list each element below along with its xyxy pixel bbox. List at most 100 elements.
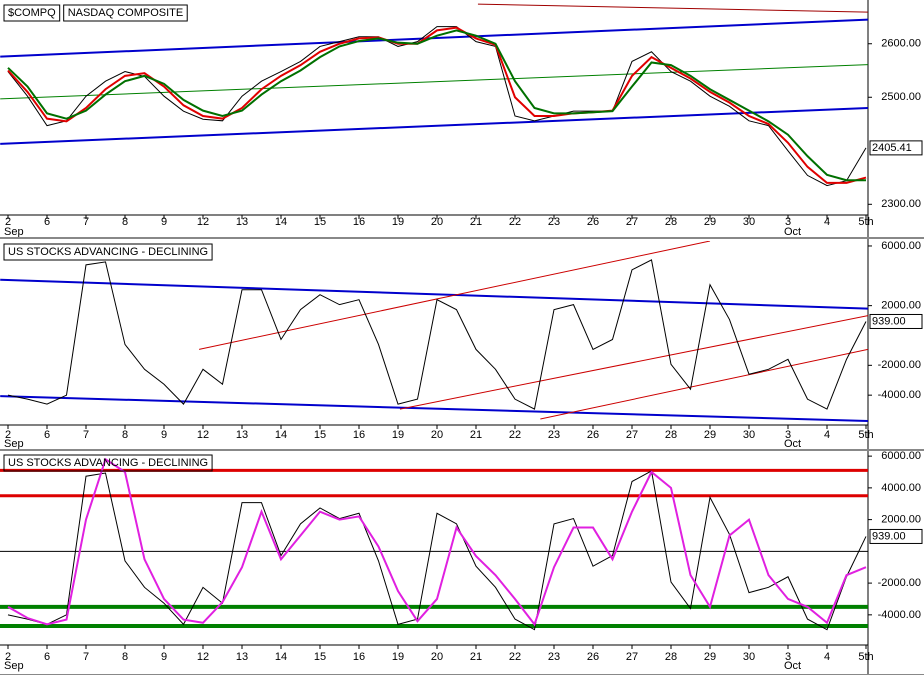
x-tick-label: 3 bbox=[785, 429, 791, 441]
x-tick-label: 7 bbox=[83, 651, 89, 663]
x-tick-label: 12 bbox=[197, 216, 209, 228]
x-tick-label: 26 bbox=[587, 216, 599, 228]
y-tick-label: 2500.00 bbox=[881, 91, 921, 103]
x-tick-label: 4 bbox=[824, 216, 830, 228]
y-tick-label: 2000.00 bbox=[881, 300, 921, 312]
x-tick-label: 8 bbox=[122, 429, 128, 441]
x-tick-label: 6 bbox=[44, 216, 50, 228]
x-tick-label: 19 bbox=[392, 651, 404, 663]
x-tick-label: 14 bbox=[275, 651, 287, 663]
x-tick-label: 8 bbox=[122, 651, 128, 663]
trend-line bbox=[0, 64, 868, 100]
x-tick-label: 21 bbox=[470, 651, 482, 663]
x-tick-label: 7 bbox=[83, 216, 89, 228]
x-tick-label: 21 bbox=[470, 429, 482, 441]
x-tick-label: 16 bbox=[353, 216, 365, 228]
x-tick-label: 20 bbox=[431, 651, 443, 663]
last-value-label: 2405.41 bbox=[872, 142, 912, 154]
month-label: Sep bbox=[4, 226, 24, 238]
x-tick-label: 2 bbox=[5, 651, 11, 663]
x-tick-label: 9 bbox=[161, 429, 167, 441]
series-line bbox=[7, 457, 867, 627]
series-line bbox=[7, 26, 867, 187]
x-tick-label: 14 bbox=[275, 429, 287, 441]
x-tick-label: 23 bbox=[548, 651, 560, 663]
title-box bbox=[3, 4, 61, 22]
x-tick-label: 30 bbox=[743, 216, 755, 228]
y-tick-label: 4000.00 bbox=[881, 482, 921, 494]
x-tick-label: 4 bbox=[824, 651, 830, 663]
x-tick-label: 12 bbox=[197, 429, 209, 441]
plot-area bbox=[0, 3, 868, 187]
x-tick-label: 16 bbox=[353, 429, 365, 441]
x-tick-label: 6 bbox=[44, 429, 50, 441]
x-tick-label: 12 bbox=[197, 651, 209, 663]
x-tick-label: 13 bbox=[236, 429, 248, 441]
x-tick-label: 29 bbox=[704, 651, 716, 663]
x-tick-label: 3 bbox=[785, 651, 791, 663]
x-tick-label: 23 bbox=[548, 429, 560, 441]
trend-line bbox=[0, 18, 868, 58]
panel-subtitle: NASDAQ COMPOSITE bbox=[68, 7, 184, 19]
last-value-label: 939.00 bbox=[872, 315, 906, 327]
trend-line bbox=[0, 395, 868, 423]
y-tick-label: -2000.00 bbox=[878, 359, 921, 371]
x-tick-label: 15 bbox=[314, 429, 326, 441]
panel-title: US STOCKS ADVANCING - DECLINING bbox=[8, 246, 208, 258]
x-tick-label: 15 bbox=[314, 216, 326, 228]
month-label: Oct bbox=[784, 226, 801, 238]
x-tick-label: 28 bbox=[665, 651, 677, 663]
x-tick-label: 4 bbox=[824, 429, 830, 441]
y-tick-label: 2000.00 bbox=[881, 514, 921, 526]
x-tick-label: 23 bbox=[548, 216, 560, 228]
series-line bbox=[7, 259, 867, 410]
x-tick-label: 26 bbox=[587, 429, 599, 441]
x-tick-label: 22 bbox=[509, 651, 521, 663]
x-tick-label: 5th bbox=[858, 429, 873, 441]
x-tick-label: 21 bbox=[470, 216, 482, 228]
title-box bbox=[3, 454, 213, 472]
panel-title: $COMPQ bbox=[8, 7, 56, 19]
panel-title: US STOCKS ADVANCING - DECLINING bbox=[8, 457, 208, 469]
x-tick-label: 5th bbox=[858, 651, 873, 663]
x-tick-label: 28 bbox=[665, 216, 677, 228]
y-tick-label: 6000.00 bbox=[881, 450, 921, 462]
x-tick-label: 27 bbox=[626, 216, 638, 228]
month-label: Oct bbox=[784, 660, 801, 672]
y-tick-label: 2600.00 bbox=[881, 38, 921, 50]
x-tick-label: 2 bbox=[5, 216, 11, 228]
x-tick-label: 15 bbox=[314, 651, 326, 663]
y-tick-label: 6000.00 bbox=[881, 240, 921, 252]
x-tick-label: 20 bbox=[431, 216, 443, 228]
month-label: Sep bbox=[4, 660, 24, 672]
x-tick-label: 22 bbox=[509, 216, 521, 228]
x-tick-label: 27 bbox=[626, 651, 638, 663]
x-tick-label: 2 bbox=[5, 429, 11, 441]
x-tick-label: 19 bbox=[392, 429, 404, 441]
trend-line bbox=[0, 106, 868, 145]
x-tick-label: 6 bbox=[44, 651, 50, 663]
x-tick-label: 7 bbox=[83, 429, 89, 441]
x-tick-label: 29 bbox=[704, 216, 716, 228]
y-tick-label: -4000.00 bbox=[878, 389, 921, 401]
x-tick-label: 30 bbox=[743, 651, 755, 663]
x-tick-label: 13 bbox=[236, 216, 248, 228]
series-line bbox=[7, 470, 867, 631]
y-tick-label: -4000.00 bbox=[878, 609, 921, 621]
x-tick-label: 19 bbox=[392, 216, 404, 228]
trend-line bbox=[477, 3, 868, 13]
x-tick-label: 5th bbox=[858, 216, 873, 228]
series-line bbox=[7, 29, 866, 182]
x-tick-label: 9 bbox=[161, 651, 167, 663]
last-value-box bbox=[869, 313, 923, 329]
x-tick-label: 30 bbox=[743, 429, 755, 441]
y-tick-label: 2300.00 bbox=[881, 198, 921, 210]
trend-line bbox=[399, 315, 868, 410]
y-tick-label: -2000.00 bbox=[878, 577, 921, 589]
title-box bbox=[3, 243, 213, 261]
plot-area bbox=[0, 457, 868, 631]
